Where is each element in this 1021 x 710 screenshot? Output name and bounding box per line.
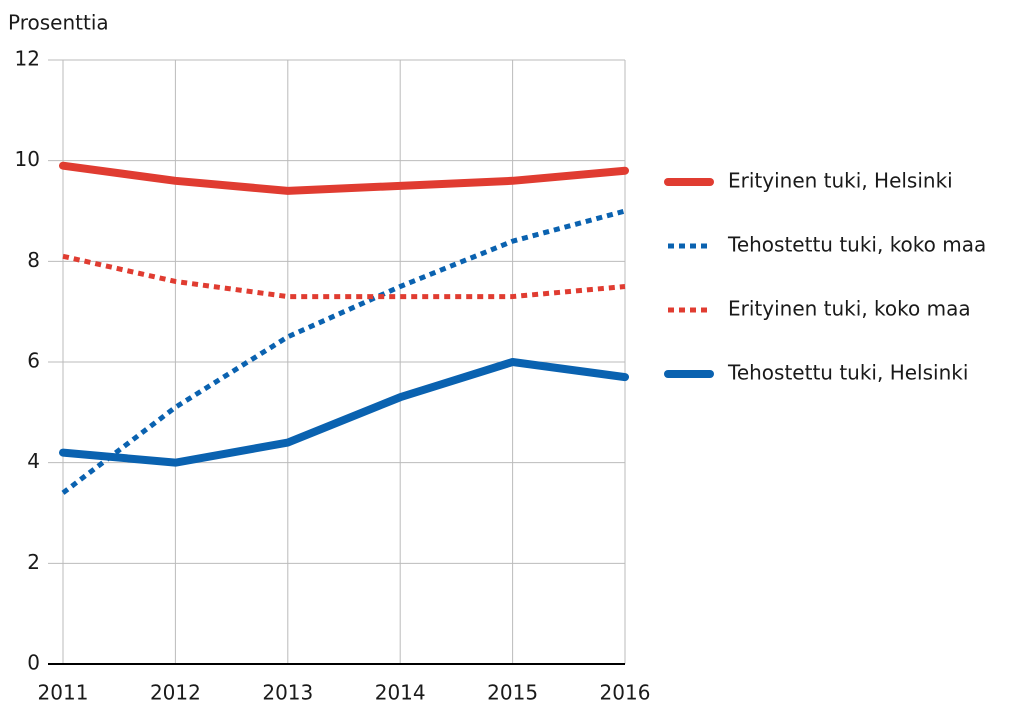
line-series [61, 208, 626, 495]
x-tick-label: 2016 [600, 681, 651, 705]
legend-label: Tehostettu tuki, koko maa [727, 233, 986, 257]
y-tick-label: 8 [27, 248, 40, 272]
x-tick-label: 2012 [150, 681, 201, 705]
y-tick-label: 4 [27, 449, 40, 473]
x-tick-label: 2013 [262, 681, 313, 705]
y-tick-label: 2 [27, 550, 40, 574]
y-tick-label: 12 [15, 47, 40, 71]
line-series [62, 253, 626, 300]
y-axis-title: Prosenttia [8, 11, 109, 35]
line-series [59, 358, 629, 467]
legend-label: Erityinen tuki, koko maa [728, 297, 971, 321]
legend-label: Erityinen tuki, Helsinki [728, 169, 953, 193]
y-tick-label: 6 [27, 349, 40, 373]
x-tick-label: 2015 [487, 681, 538, 705]
y-tick-label: 10 [15, 147, 40, 171]
legend-label: Tehostettu tuki, Helsinki [727, 361, 968, 385]
y-tick-label: 0 [27, 651, 40, 675]
line-series [59, 161, 629, 195]
x-tick-label: 2014 [375, 681, 426, 705]
x-tick-label: 2011 [38, 681, 89, 705]
